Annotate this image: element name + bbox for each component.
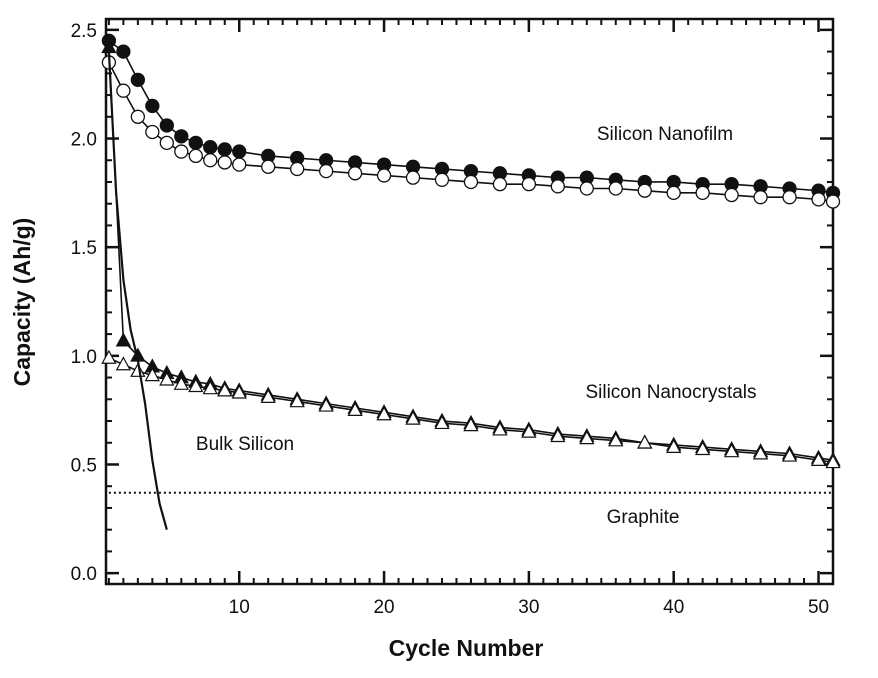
data-point [825,454,841,469]
series-line [107,51,168,530]
data-point [724,187,739,203]
data-point [666,438,682,453]
data-point [116,83,131,98]
data-point [188,148,203,164]
data-point [608,432,624,447]
data-point [159,135,174,151]
data-point [550,179,565,194]
data-point [376,406,392,421]
series-layer [101,33,841,530]
data-point [318,163,334,179]
annotation-graphite: Graphite [607,507,680,528]
x-tick-label: 30 [518,597,539,618]
plot-frame [104,17,835,586]
annotation-silicon-nanofilm: Silicon Nanofilm [597,124,733,145]
data-point [752,445,769,460]
x-tick-label: 40 [663,597,684,618]
data-point [115,356,132,371]
data-point [130,362,146,377]
data-point [159,118,174,133]
data-point [174,129,189,144]
data-point [130,109,146,124]
y-tick-label: 2.0 [71,130,97,151]
data-point [101,349,117,364]
data-point [521,423,537,438]
data-point [116,44,131,59]
data-point [434,414,450,430]
data-point [261,159,276,174]
data-point [203,140,218,155]
data-point [492,177,508,192]
data-point [550,427,566,443]
y-tick-label: 1.0 [71,347,97,368]
data-point [188,135,203,151]
data-point [289,393,305,408]
data-point [608,181,623,196]
data-point [115,332,132,347]
data-point [232,144,247,159]
data-point [173,375,189,390]
data-point [145,98,160,114]
data-point [232,157,247,172]
data-point [318,397,334,412]
x-tick-label: 10 [229,597,250,618]
x-tick-label: 50 [808,597,829,618]
data-point [825,194,841,209]
y-tick-label: 0.0 [71,564,97,585]
data-point [695,185,710,200]
data-point [290,161,305,177]
data-point [217,155,232,170]
data-point [376,168,392,183]
data-point [217,382,233,397]
annotation-silicon-nanocrystals: Silicon Nanocrystals [585,382,756,403]
data-point [159,371,175,386]
x-tick-label: 20 [373,597,394,618]
data-point [203,153,218,168]
data-point [782,190,797,205]
data-point [144,367,161,382]
data-point [202,380,218,395]
data-point [781,447,798,462]
y-axis-title: Capacity (Ah/g) [9,218,35,387]
x-axis-title: Cycle Number [389,635,544,661]
data-point [347,166,363,181]
data-point [174,144,189,159]
y-tick-label: 1.5 [71,238,97,259]
series-5 [107,51,168,530]
data-point [579,430,595,445]
data-point [695,441,711,456]
data-point [521,177,537,192]
annotation-bulk-silicon: Bulk Silicon [196,434,294,455]
data-point [217,142,232,157]
data-point [723,443,740,458]
data-point [130,72,146,87]
series-2 [101,55,841,209]
data-point [231,384,247,399]
data-point [463,417,479,432]
data-point [637,183,652,198]
data-point [492,421,508,436]
data-point [463,174,479,190]
data-point [434,172,450,187]
data-point [810,451,827,466]
data-point [260,388,276,403]
data-point [405,170,421,185]
series-4 [101,349,841,469]
data-point [347,401,363,417]
data-point [579,181,594,196]
data-point [811,192,826,207]
data-point [666,185,681,200]
data-point [188,377,204,393]
data-point [637,434,653,449]
y-tick-label: 0.5 [71,455,97,476]
data-point [405,410,421,425]
data-point [753,190,768,205]
y-tick-label: 2.5 [71,21,97,42]
data-point [145,124,160,140]
